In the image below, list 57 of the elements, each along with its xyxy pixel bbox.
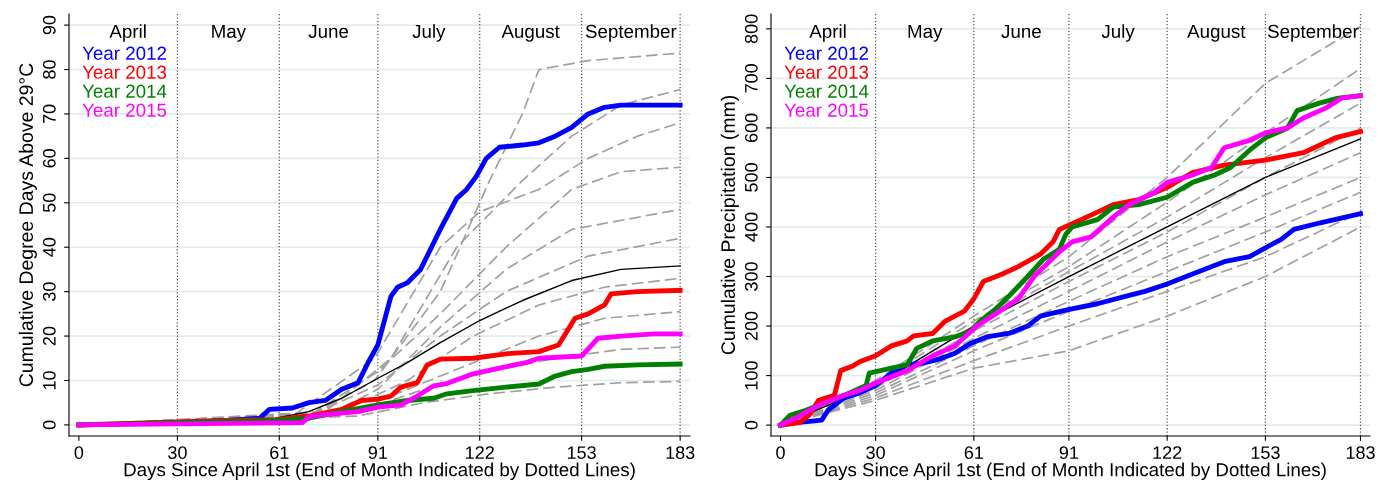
annotation: June: [308, 24, 349, 39]
x-tick-label: 0: [74, 446, 84, 459]
text: Year 2014: [784, 84, 869, 98]
text: Year 2012: [784, 46, 868, 60]
annotation: May: [908, 24, 943, 42]
y-tick-label: 600: [744, 113, 758, 143]
y-tick-label: 80: [42, 60, 56, 79]
y-axis-title: Cumulative Degree Days Above 29°C: [18, 63, 37, 387]
text: Year 2015: [784, 103, 869, 117]
annotation: April: [809, 24, 846, 42]
text: Year 2013: [784, 65, 869, 79]
y-tick-label: 30: [42, 282, 56, 301]
text: Year 2015: [82, 103, 167, 117]
y-axis-title: Cumulative Precipitation (mm): [720, 95, 739, 355]
annotation: August: [501, 24, 560, 42]
x-tick-label: 183: [1346, 446, 1375, 459]
y-tick-label: 400: [744, 212, 758, 242]
annotation: July: [412, 24, 446, 42]
annotation: April: [109, 24, 146, 42]
x-tick-label: 0: [776, 446, 785, 459]
x-tick-label: 91: [368, 446, 388, 459]
y-tick-label: 800: [744, 14, 758, 44]
y-tick-label: 700: [744, 64, 758, 93]
x-tick-label: 61: [270, 446, 289, 459]
y-tick-label: 0: [744, 420, 758, 430]
annotation: September: [585, 24, 677, 42]
y-tick-label: 300: [744, 262, 758, 291]
y-tick-label: 20: [42, 326, 56, 346]
y-tick-label: 90: [42, 15, 56, 35]
y-tick-label: 40: [42, 237, 56, 257]
x-axis-title: Days Since April 1st (End of Month Indicated by Dotted Lines): [815, 462, 1326, 481]
annotation: May: [212, 24, 247, 42]
x-tick-label: 153: [1251, 446, 1280, 459]
y-tick-label: 10: [42, 371, 56, 390]
annotation: August: [1187, 24, 1246, 42]
y-tick-label: 0: [42, 420, 56, 430]
x-tick-label: 30: [168, 446, 187, 459]
text: Year 2012: [82, 46, 166, 60]
x-tick-label: 183: [666, 446, 695, 459]
annotation: September: [1267, 24, 1359, 42]
x-tick-label: 153: [567, 446, 596, 459]
y-tick-label: 70: [42, 104, 56, 124]
y-tick-label: 200: [744, 311, 758, 341]
x-tick-label: 61: [964, 446, 983, 459]
annotation: June: [1001, 24, 1041, 39]
x-tick-label: 30: [866, 446, 885, 459]
text: Year 2014: [82, 84, 167, 98]
x-tick-label: 122: [466, 446, 494, 459]
y-tick-label: 100: [744, 361, 758, 390]
annotation: July: [1101, 24, 1135, 42]
y-tick-label: 50: [42, 193, 56, 213]
y-tick-label: 500: [744, 163, 758, 192]
x-axis-title: Days Since April 1st (End of Month Indicated by Dotted Lines): [124, 462, 635, 481]
text: Year 2013: [82, 65, 167, 79]
y-tick-label: 60: [42, 149, 56, 168]
x-tick-label: 91: [1059, 446, 1079, 459]
x-tick-label: 122: [1153, 446, 1182, 459]
